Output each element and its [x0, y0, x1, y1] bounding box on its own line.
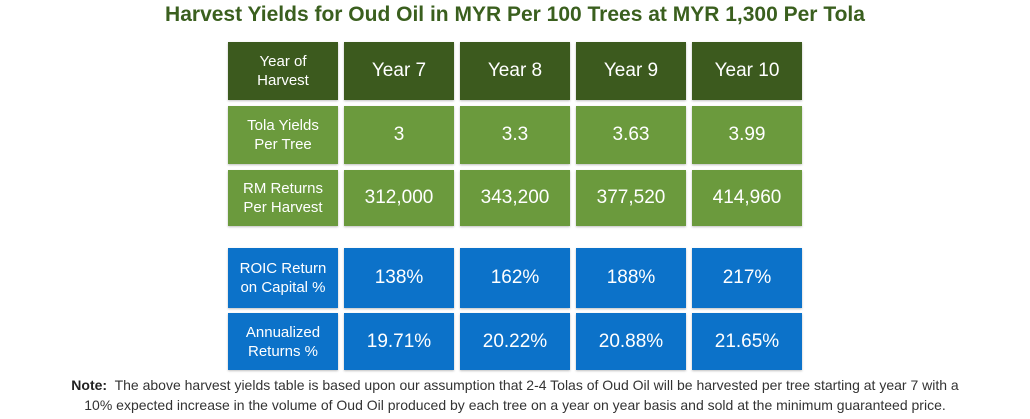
roic-cell: 138% [344, 248, 454, 308]
tola-yield-cell: 3.3 [460, 106, 570, 164]
header-year-cell: Year 9 [576, 42, 686, 100]
footnote-line-1: Note: The above harvest yields table is … [0, 375, 1030, 395]
header-label-cell: Year of Harvest [228, 42, 338, 100]
header-year-cell: Year 8 [460, 42, 570, 100]
note-text-1: The above harvest yields table is based … [114, 377, 959, 393]
roic-cell: 217% [692, 248, 802, 308]
annualized-cell: 21.65% [692, 313, 802, 370]
annualized-cell: 20.88% [576, 313, 686, 370]
tola-yield-cell: 3 [344, 106, 454, 164]
tola-yield-cell: 3.63 [576, 106, 686, 164]
row-label-annualized: Annualized Returns % [228, 313, 338, 370]
note-label: Note: [71, 377, 108, 393]
footnote: Note: The above harvest yields table is … [0, 375, 1030, 415]
row-label-rm-returns: RM Returns Per Harvest [228, 170, 338, 226]
row-label-roic: ROIC Return on Capital % [228, 248, 338, 308]
tola-yield-cell: 3.99 [692, 106, 802, 164]
rm-returns-cell: 414,960 [692, 170, 802, 226]
header-year-cell: Year 7 [344, 42, 454, 100]
table-title: Harvest Yields for Oud Oil in MYR Per 10… [165, 3, 865, 26]
roic-cell: 188% [576, 248, 686, 308]
rm-returns-cell: 377,520 [576, 170, 686, 226]
annualized-cell: 20.22% [460, 313, 570, 370]
rm-returns-cell: 343,200 [460, 170, 570, 226]
annualized-cell: 19.71% [344, 313, 454, 370]
note-text-2: 10% expected increase in the volume of O… [84, 397, 946, 413]
header-year-cell: Year 10 [692, 42, 802, 100]
row-label-tola-yields: Tola Yields Per Tree [228, 106, 338, 164]
roic-cell: 162% [460, 248, 570, 308]
rm-returns-cell: 312,000 [344, 170, 454, 226]
